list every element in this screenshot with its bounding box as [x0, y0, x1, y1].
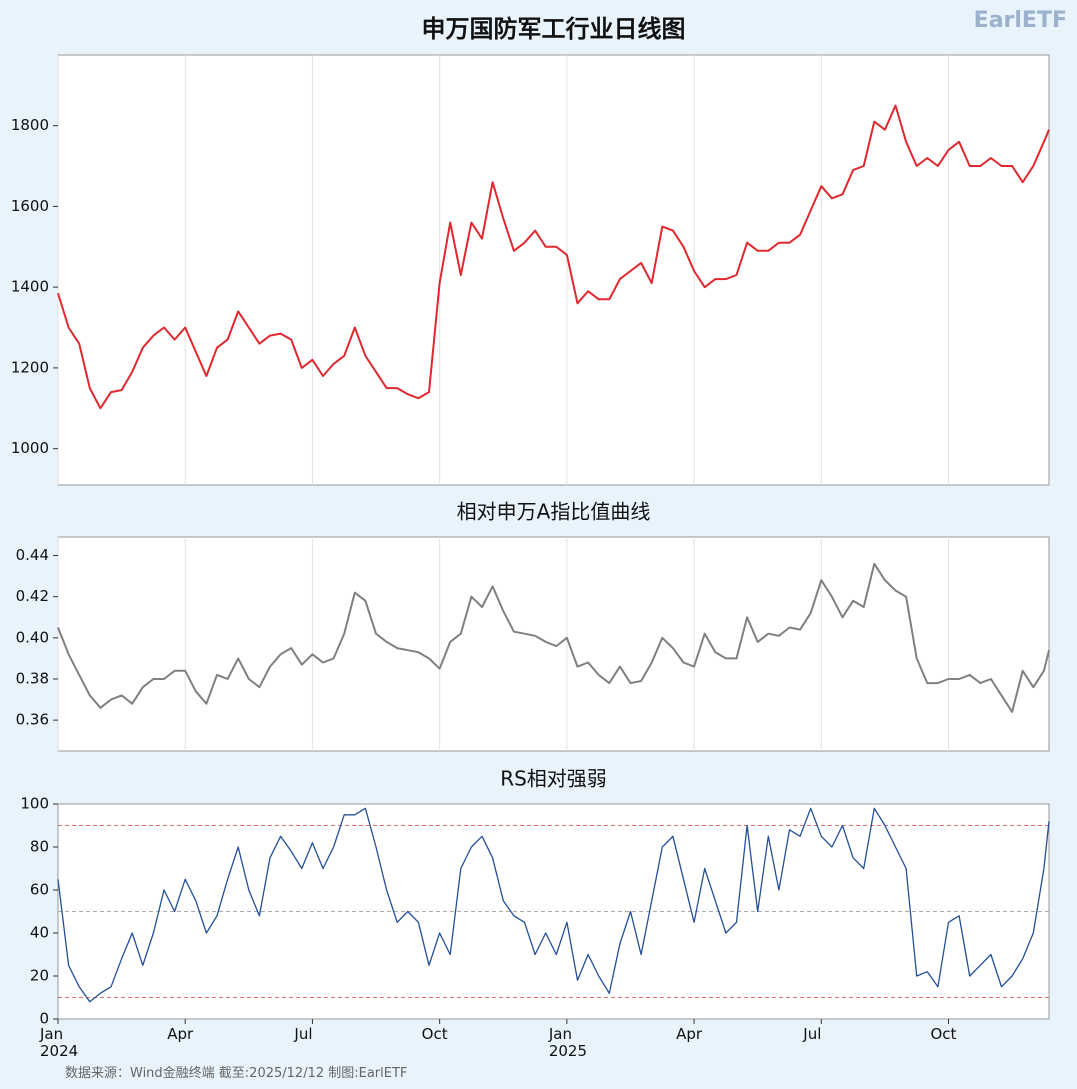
- y-tick-label: 40: [30, 924, 49, 942]
- x-tick-label: Apr: [167, 1025, 194, 1043]
- logo: EarlETF: [973, 8, 1067, 33]
- x-tick-label: Apr: [676, 1025, 703, 1043]
- y-tick-label: 80: [30, 838, 49, 856]
- y-tick-label: 100: [20, 795, 49, 813]
- x-tick-label: Jan 2025: [548, 1025, 588, 1060]
- panel-title: 相对申万A指比值曲线: [457, 500, 651, 524]
- x-tick-label: Oct: [930, 1025, 957, 1043]
- y-tick-label: 1600: [11, 197, 49, 215]
- y-tick-label: 0.40: [16, 628, 49, 646]
- data-line: [57, 807, 1050, 1003]
- y-tick-label: 20: [30, 967, 49, 985]
- y-tick-label: 0.44: [16, 546, 49, 564]
- x-tick-label: Jan 2024: [40, 1025, 79, 1060]
- y-tick-label: 1800: [11, 116, 49, 134]
- y-tick-label: 0.38: [16, 669, 49, 687]
- y-tick-label: 0.42: [16, 587, 49, 605]
- x-tick-label: Jul: [294, 1025, 313, 1043]
- data-line: [57, 562, 1050, 713]
- source-note: 数据来源：Wind金融终端 截至:2025/12/12 制图:EarlETF: [65, 1066, 408, 1081]
- y-tick-label: 0.36: [16, 711, 49, 729]
- y-tick-label: 60: [30, 881, 49, 899]
- plot-area: [57, 803, 1050, 1020]
- plot-area: [57, 54, 1050, 486]
- x-tick-label: Jul: [803, 1025, 822, 1043]
- y-tick-label: 0: [39, 1010, 49, 1028]
- data-line: [57, 104, 1050, 410]
- y-tick-label: 1000: [11, 439, 49, 457]
- y-tick-label: 1400: [11, 278, 49, 296]
- panel-title: 申万国防军工行业日线图: [422, 15, 686, 43]
- x-tick-label: Oct: [421, 1025, 448, 1043]
- panel-title: RS相对强弱: [500, 767, 607, 791]
- y-tick-label: 1200: [11, 358, 49, 376]
